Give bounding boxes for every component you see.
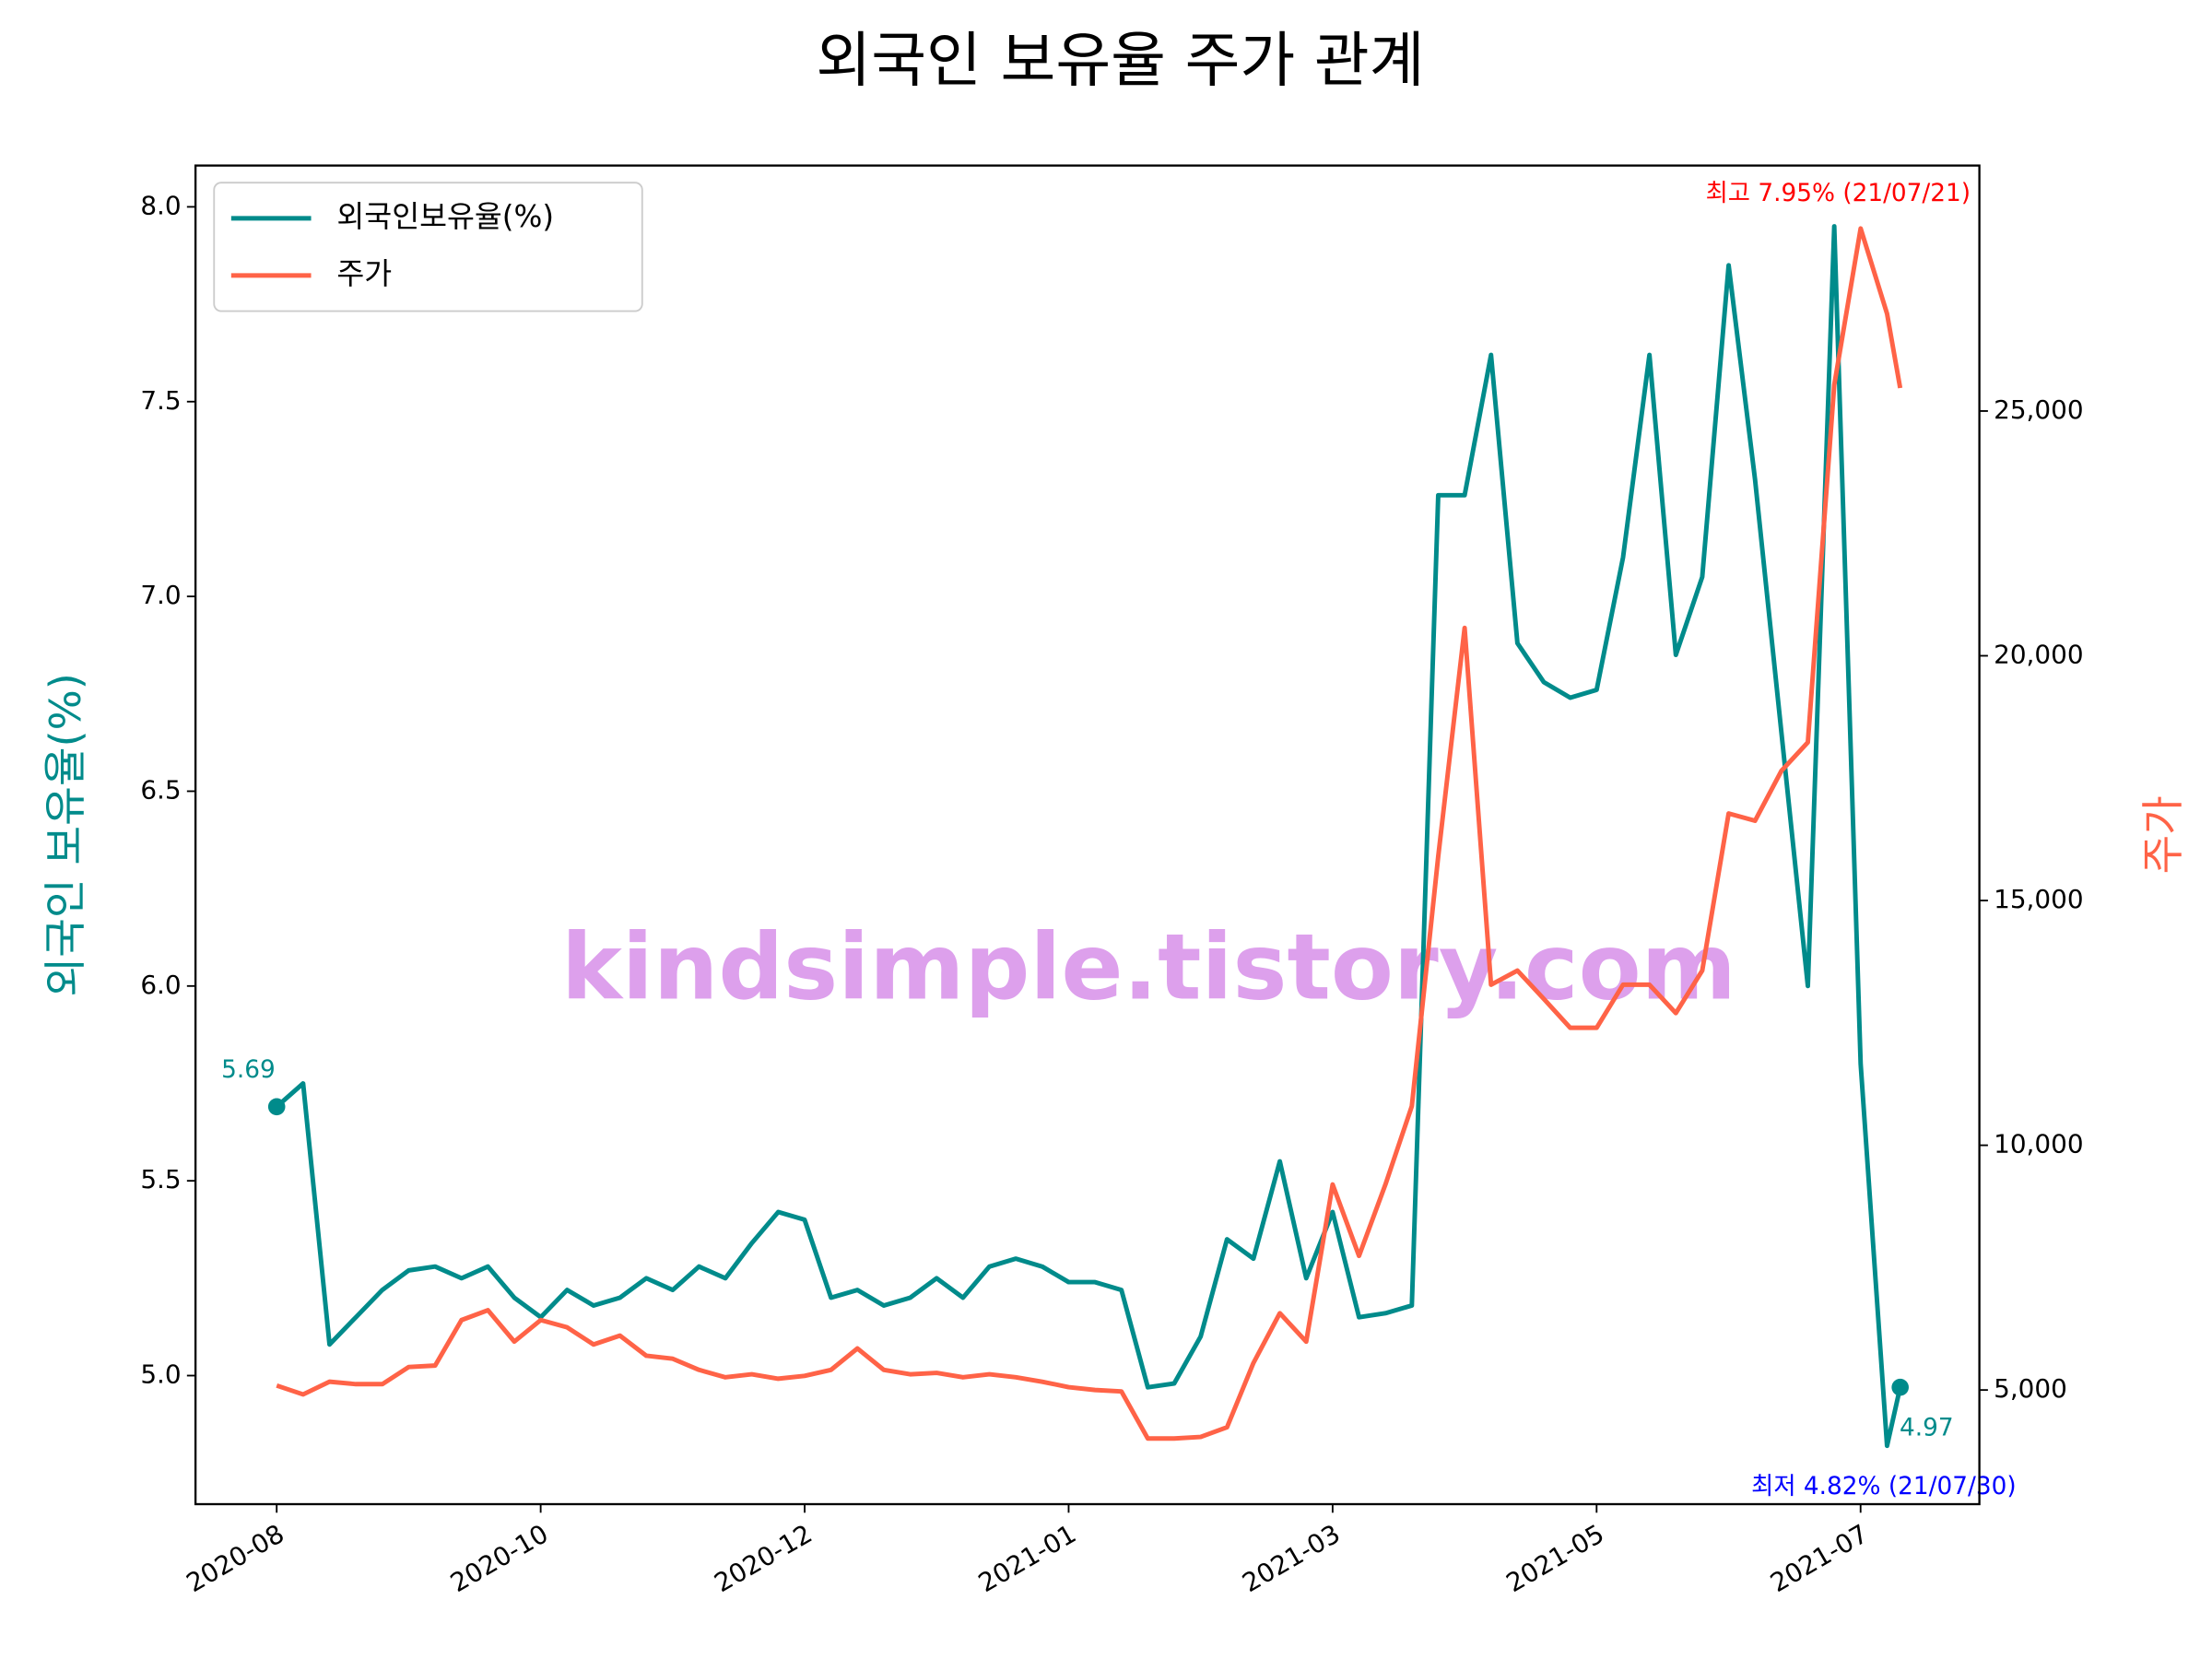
x-tick-label: 2020-08 [182, 1518, 289, 1598]
x-tick-label: 2020-10 [445, 1518, 553, 1598]
annotation: 최저 4.82% (21/07/30) [1751, 1473, 2016, 1500]
plot-frame [194, 164, 1981, 1506]
y2-tick-label: 20,000 [1994, 640, 2083, 670]
end-marker [267, 1098, 286, 1116]
x-tick-label: 2021-01 [973, 1518, 1081, 1598]
annotation: 5.69 [221, 1056, 276, 1084]
x-tick-label: 2021-07 [1765, 1518, 1873, 1598]
y-tick-label: 6.0 [140, 970, 181, 1000]
watermark: kindsimple.tistory.com [561, 914, 1736, 1020]
annotation: 4.97 [1900, 1414, 1954, 1441]
y-tick-label: 8.0 [140, 190, 181, 220]
y2-tick-label: 5,000 [1994, 1373, 2067, 1404]
series-line [276, 226, 1903, 1441]
y-tick-label: 5.5 [140, 1164, 181, 1194]
legend-box [213, 182, 643, 312]
x-tick-label: 2020-12 [709, 1518, 817, 1598]
annotation: 최고 7.95% (21/07/21) [1706, 180, 1971, 207]
legend-label: 외국인보유율(%) [336, 199, 554, 234]
y-axis-label: 외국인 보유율(%) [41, 673, 90, 996]
y2-axis-label: 주가 [2138, 795, 2188, 874]
y-tick-label: 7.0 [140, 580, 181, 610]
y2-tick-label: 15,000 [1994, 884, 2083, 914]
chart-title: 외국인 보유율 주가 관계 [816, 27, 1424, 96]
x-tick-label: 2021-03 [1237, 1518, 1345, 1598]
series-line [275, 224, 1903, 1449]
y-tick-label: 6.5 [140, 774, 181, 805]
y2-tick-label: 25,000 [1994, 394, 2083, 425]
x-tick-label: 2021-05 [1501, 1518, 1609, 1598]
end-marker [1891, 1378, 1909, 1396]
y-tick-label: 5.0 [140, 1359, 181, 1390]
legend: 외국인보유율(%) 주가 [213, 182, 643, 312]
legend-label: 주가 [336, 256, 392, 291]
y2-tick-label: 10,000 [1994, 1129, 2083, 1159]
y-tick-label: 7.5 [140, 385, 181, 416]
